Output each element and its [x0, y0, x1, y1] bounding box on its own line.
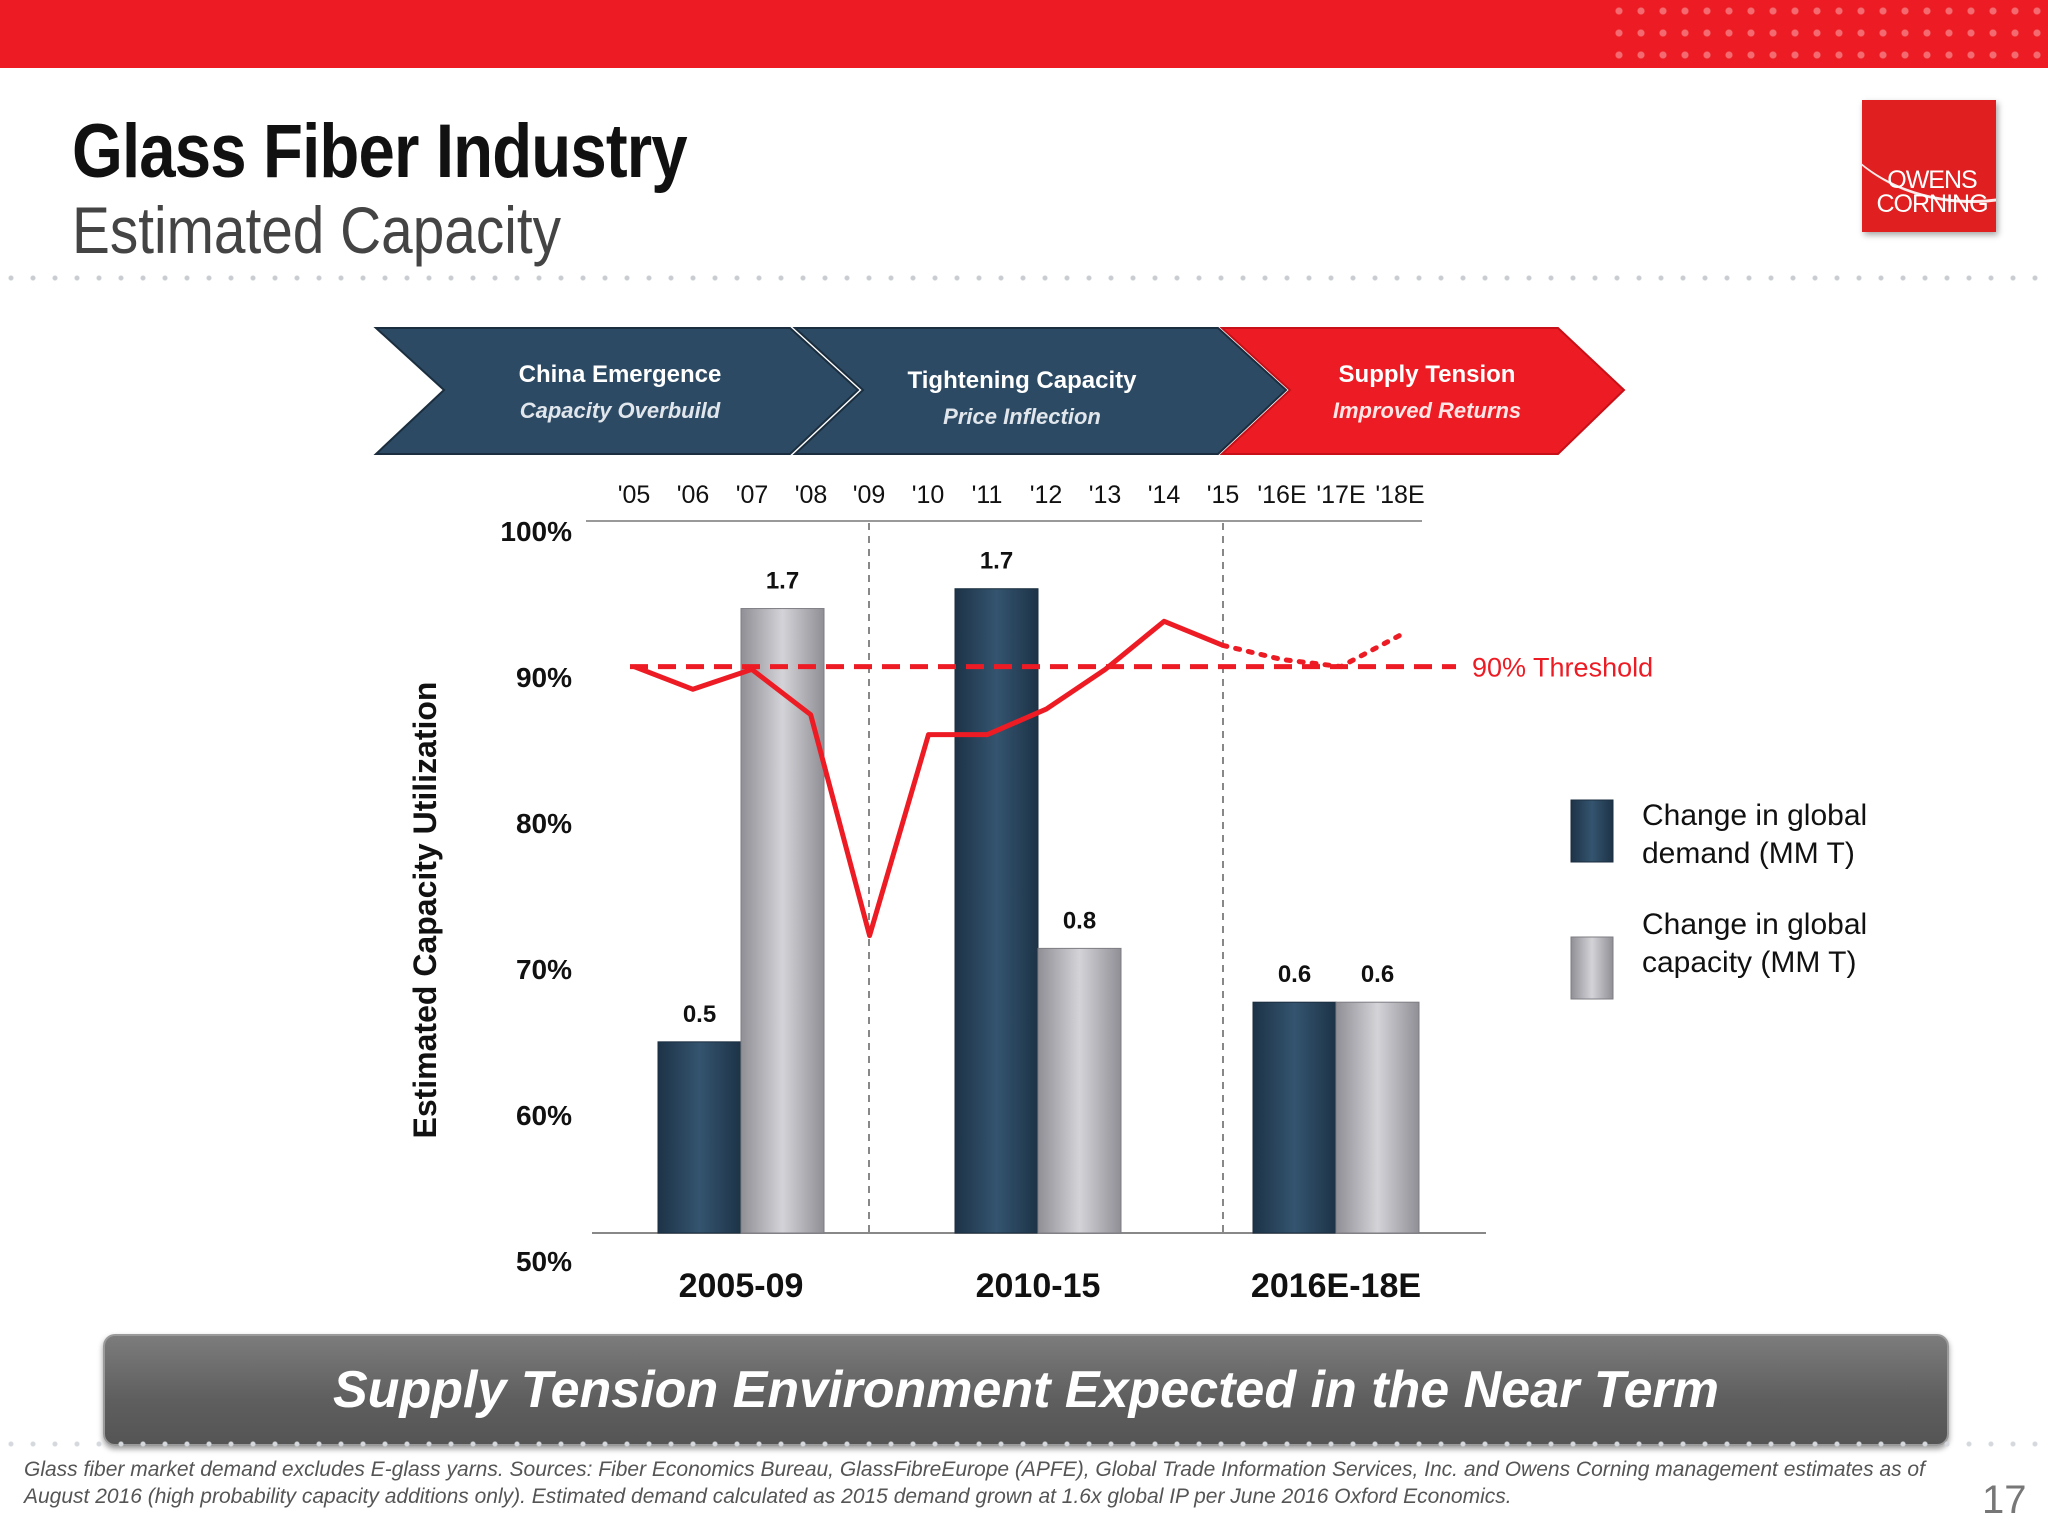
logo-text-line2: CORNING — [1876, 190, 1988, 218]
phase-arrow-china-emergence: China Emergence Capacity Overbuild — [373, 327, 860, 455]
year-label: '09 — [853, 481, 886, 509]
threshold-label: 90% Threshold — [1472, 653, 1653, 683]
year-label: '12 — [1030, 481, 1063, 509]
utilization-chart: China Emergence Capacity Overbuild Tight… — [373, 327, 1876, 1305]
phase-arrows: China Emergence Capacity Overbuild Tight… — [373, 327, 1626, 455]
year-label: '08 — [795, 481, 828, 509]
x-category-label: 2010-15 — [976, 1267, 1101, 1305]
legend-label-demand: Change in global demand (MM T) — [1642, 799, 1876, 870]
capacity-bar-2010-15 — [1037, 947, 1122, 1234]
bars-group — [657, 588, 1420, 1234]
year-label: '11 — [972, 481, 1003, 509]
banner-text: Supply Tension Environment Expected in t… — [333, 1361, 1719, 1419]
bar-value-label: 0.5 — [683, 1001, 716, 1028]
bar-value-label: 0.6 — [1278, 961, 1311, 988]
conclusion-banner: Supply Tension Environment Expected in t… — [103, 1334, 1949, 1446]
year-label: '06 — [677, 481, 710, 509]
year-label: '10 — [912, 481, 945, 509]
demand-bar-2010-15 — [954, 588, 1039, 1234]
y-tick-100: 100% — [500, 516, 572, 547]
demand-bar-2005-09 — [657, 1041, 742, 1234]
phase-title: China Emergence — [519, 361, 722, 388]
phase-subtitle: Improved Returns — [1333, 398, 1521, 423]
y-tick-60: 60% — [516, 1100, 572, 1131]
demand-bar-2016e-18e — [1252, 1001, 1337, 1234]
phase-title: Supply Tension — [1339, 361, 1516, 388]
legend-swatch-demand — [1570, 799, 1614, 863]
phase-arrow-tightening-capacity: Tightening Capacity Price Inflection — [792, 327, 1288, 455]
utilization-line — [633, 618, 1224, 939]
page-number: 17 — [1982, 1478, 2027, 1522]
bar-value-label: 0.6 — [1361, 961, 1394, 988]
top-bar-dot-pattern — [1608, 0, 2048, 68]
year-label: '05 — [618, 481, 651, 509]
capacity-bar-2016e-18e — [1335, 1001, 1420, 1234]
bar-value-label: 1.7 — [766, 568, 799, 595]
year-label: '07 — [736, 481, 769, 509]
owens-corning-logo: OWENS CORNING — [1862, 100, 1996, 232]
x-category-label: 2005-09 — [679, 1267, 804, 1305]
x-category-label: 2016E-18E — [1251, 1267, 1421, 1305]
year-label: '16E — [1257, 481, 1306, 509]
year-label: '14 — [1148, 481, 1181, 509]
page-title: Glass Fiber Industry — [72, 109, 688, 194]
year-label: '17E — [1316, 481, 1365, 509]
footer-separator — [0, 1440, 2048, 1448]
legend-swatch-capacity — [1570, 936, 1614, 1000]
y-axis-title: Estimated Capacity Utilization — [407, 682, 443, 1139]
legend-label-capacity: Change in global capacity (MM T) — [1642, 908, 1876, 979]
y-tick-50: 50% — [516, 1246, 572, 1277]
capacity-bar-2005-09 — [740, 608, 825, 1234]
header-separator — [0, 274, 2048, 282]
year-label: '15 — [1207, 481, 1240, 509]
phase-arrow-supply-tension: Supply Tension Improved Returns — [1219, 327, 1626, 455]
footnote: Glass fiber market demand excludes E-gla… — [24, 1458, 1925, 1508]
phase-subtitle: Capacity Overbuild — [520, 398, 721, 423]
y-tick-70: 70% — [516, 954, 572, 985]
y-tick-80: 80% — [516, 808, 572, 839]
legend: Change in global demand (MM T) Change in… — [1570, 799, 1876, 1000]
bar-value-label: 1.7 — [980, 548, 1013, 575]
utilization-forecast-line — [1220, 632, 1403, 670]
page-subtitle: Estimated Capacity — [72, 193, 561, 267]
y-tick-90: 90% — [516, 662, 572, 693]
bar-value-label: 0.8 — [1063, 907, 1096, 934]
top-red-bar — [0, 0, 2048, 68]
phase-title: Tightening Capacity — [908, 367, 1138, 394]
logo-text-line1: OWENS — [1887, 166, 1977, 194]
year-label: '18E — [1375, 481, 1424, 509]
phase-subtitle: Price Inflection — [943, 404, 1101, 429]
year-label: '13 — [1089, 481, 1122, 509]
